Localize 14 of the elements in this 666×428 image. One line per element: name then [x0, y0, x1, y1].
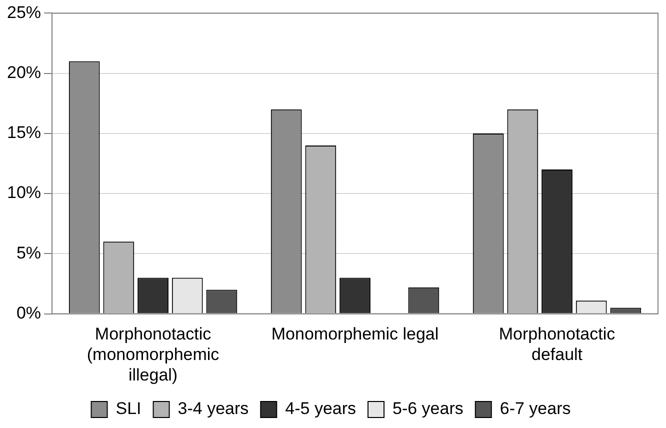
y-tick-label: 0%	[16, 303, 42, 322]
y-tick-label: 5%	[16, 243, 42, 262]
x-tick-label: Morphonotactic default	[498, 324, 616, 364]
y-tick-label: 25%	[6, 2, 42, 22]
y-tick-label: 10%	[6, 183, 42, 202]
x-tick-label: Monomorphemic legal	[271, 324, 439, 344]
y-tick-label: 20%	[6, 63, 42, 82]
legend-label: 5-6 years	[392, 399, 464, 418]
legend-label: 4-5 years	[285, 399, 356, 418]
y-tick-label: 15%	[6, 123, 42, 142]
x-tick-label: Morphonotactic (monomorphemic illegal)	[86, 324, 220, 384]
legend-label: SLI	[116, 399, 142, 418]
legend-label: 6-7 years	[500, 399, 571, 418]
legend-label: 3-4 years	[178, 399, 249, 418]
